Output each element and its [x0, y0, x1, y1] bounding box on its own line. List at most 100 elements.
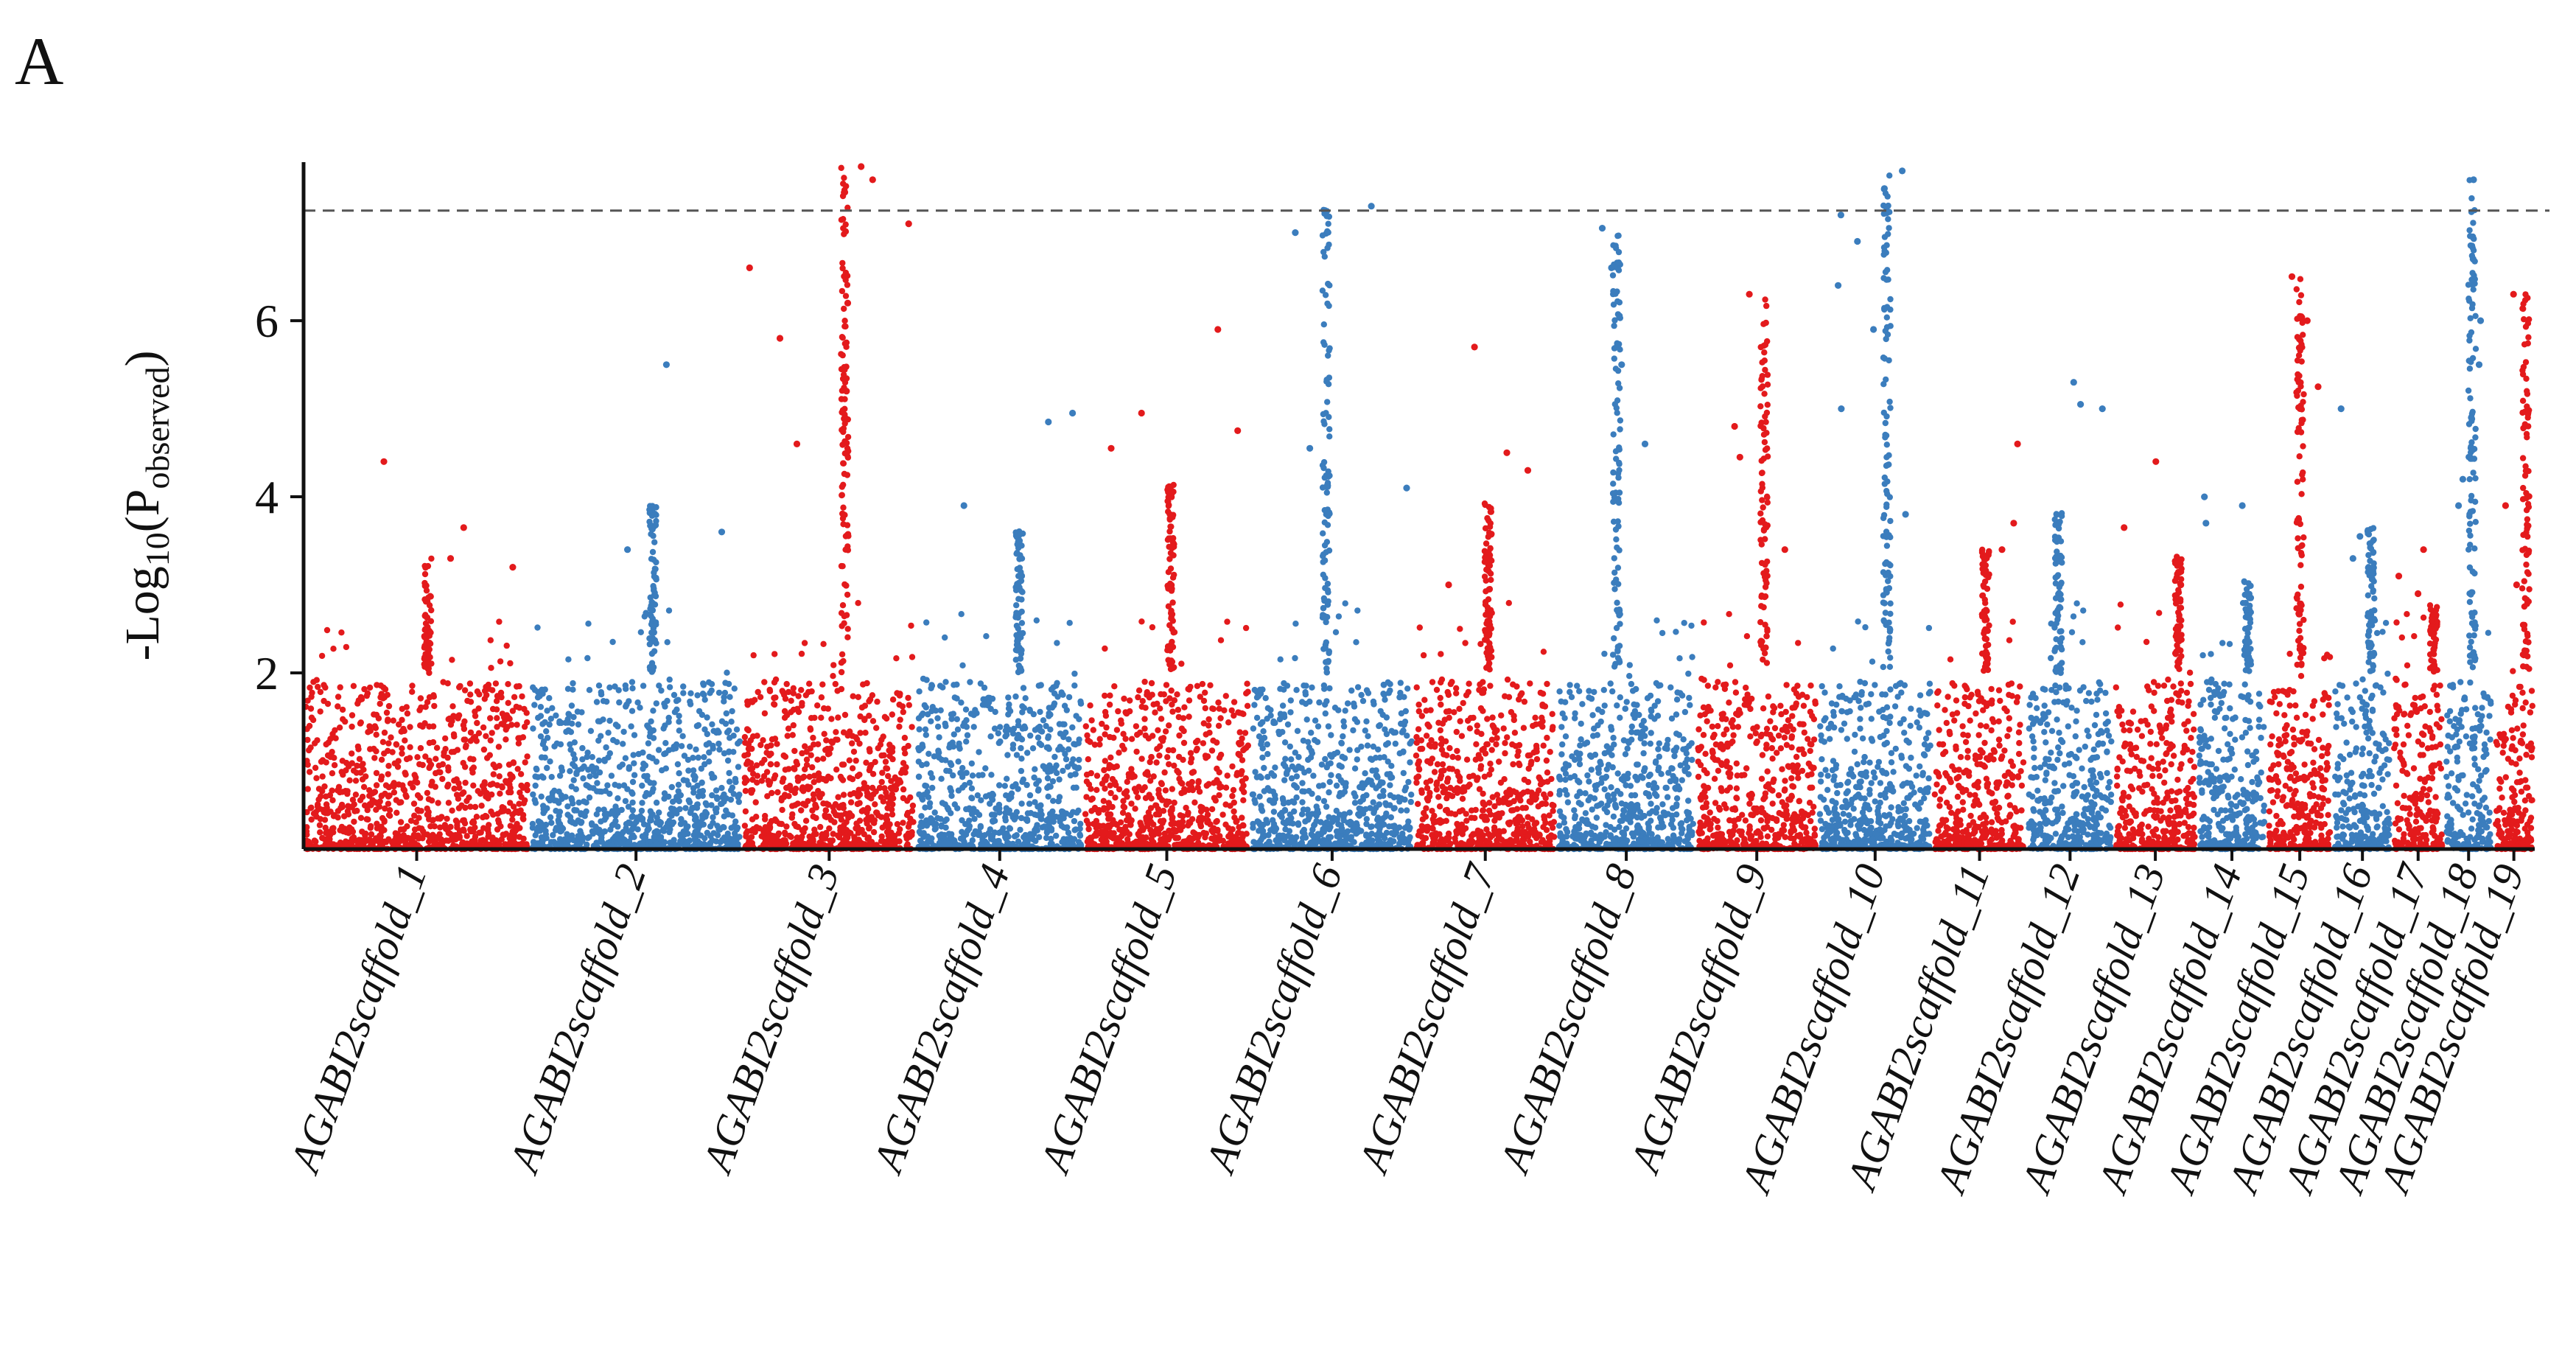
snp-point: [314, 737, 321, 744]
snp-point: [442, 735, 449, 742]
snp-point: [307, 769, 313, 775]
snp-point: [329, 797, 336, 804]
snp-point: [330, 825, 337, 831]
snp-point: [430, 692, 437, 699]
snp-point: [1032, 727, 1039, 733]
snp-point: [638, 807, 645, 814]
snp-point: [1169, 599, 1176, 606]
snp-point: [1088, 769, 1095, 777]
snp-point: [726, 778, 733, 785]
snp-point: [603, 744, 609, 751]
snp-point: [841, 511, 848, 518]
snp-point: [1174, 691, 1180, 698]
snp-point: [1166, 695, 1173, 702]
snp-point: [1252, 769, 1259, 775]
snp-point: [518, 782, 525, 789]
top-hit-point: [1107, 444, 1115, 452]
snp-point: [861, 702, 869, 709]
snp-point: [480, 814, 486, 821]
snp-point: [509, 817, 516, 823]
snp-point: [1161, 769, 1168, 776]
snp-point: [455, 713, 462, 719]
snp-point: [460, 826, 467, 833]
snp-point: [929, 784, 936, 792]
snp-point: [1047, 726, 1054, 733]
snp-point: [532, 800, 539, 806]
snp-point: [1116, 786, 1123, 793]
snp-point: [432, 783, 438, 790]
snp-point: [690, 754, 696, 761]
snp-point: [1071, 682, 1078, 689]
snp-point: [855, 694, 862, 700]
snp-point: [942, 723, 949, 730]
snp-point: [844, 634, 851, 640]
snp-point: [840, 371, 847, 378]
snp-point: [447, 831, 454, 837]
snp-point: [981, 702, 988, 708]
snp-point: [359, 776, 366, 783]
snp-point: [769, 789, 775, 797]
snp-point: [313, 775, 320, 782]
snp-point: [844, 531, 852, 537]
snp-point: [762, 812, 769, 820]
snp-point: [828, 716, 835, 722]
snp-point: [883, 715, 890, 722]
snp-point: [895, 830, 903, 837]
snp-point: [480, 724, 487, 731]
snp-point: [335, 808, 341, 814]
snp-point: [533, 828, 541, 835]
snp-point: [774, 761, 780, 768]
snp-point: [620, 728, 627, 736]
snp-point: [494, 715, 500, 722]
snp-point: [462, 779, 469, 786]
snp-point: [844, 626, 851, 632]
snp-point: [1231, 808, 1237, 815]
snp-point: [466, 680, 474, 687]
snp-point: [1046, 705, 1053, 711]
snp-point: [1037, 727, 1044, 734]
snp-point: [749, 765, 756, 772]
snp-point: [461, 725, 468, 733]
snp-point: [708, 802, 715, 809]
snp-point: [618, 806, 625, 814]
snp-point: [789, 803, 796, 809]
snp-point: [1240, 782, 1247, 789]
snp-point: [1279, 729, 1286, 736]
snp-point: [818, 694, 825, 701]
snp-point: [1020, 685, 1027, 691]
snp-point: [850, 748, 858, 755]
snp-point: [430, 723, 437, 730]
snp-point: [428, 797, 435, 804]
snp-point: [839, 287, 846, 295]
snp-point: [1259, 745, 1266, 752]
snp-point: [820, 800, 827, 807]
snp-point: [637, 629, 644, 635]
snp-point: [1124, 793, 1130, 800]
snp-point: [481, 688, 489, 694]
snp-point: [546, 721, 553, 728]
snp-point: [319, 834, 326, 842]
snp-point: [308, 714, 315, 721]
snp-point: [1110, 817, 1116, 823]
snp-point: [517, 807, 524, 814]
snp-point: [1346, 747, 1353, 753]
snp-point: [978, 797, 984, 804]
snp-point: [741, 733, 749, 741]
snp-point: [1281, 777, 1288, 783]
snp-point: [1110, 734, 1117, 741]
snp-point: [565, 656, 572, 663]
snp-point: [1091, 820, 1097, 828]
snp-point: [801, 640, 808, 646]
snp-point: [1085, 825, 1092, 833]
snp-point: [505, 681, 511, 688]
snp-point: [742, 808, 749, 815]
snp-point: [876, 784, 883, 792]
snp-point: [713, 787, 720, 794]
snp-point: [524, 719, 531, 726]
snp-point: [780, 752, 787, 759]
snp-point: [399, 745, 405, 752]
snp-point: [720, 824, 727, 831]
snp-point: [1040, 717, 1047, 724]
snp-point: [1076, 736, 1082, 743]
snp-point: [444, 680, 451, 687]
